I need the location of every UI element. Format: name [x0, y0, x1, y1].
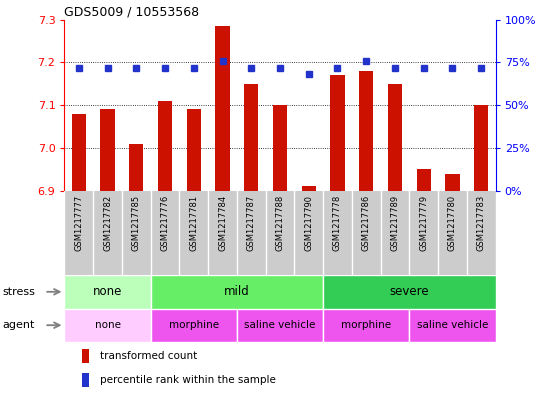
Text: GSM1217789: GSM1217789 — [390, 195, 399, 251]
Text: GSM1217781: GSM1217781 — [189, 195, 198, 251]
Text: percentile rank within the sample: percentile rank within the sample — [100, 375, 276, 385]
Text: GSM1217787: GSM1217787 — [247, 195, 256, 251]
Bar — [186, 109, 201, 191]
Text: transformed count: transformed count — [100, 351, 198, 361]
Text: GSM1217776: GSM1217776 — [161, 195, 170, 251]
Text: mild: mild — [224, 285, 250, 298]
Bar — [72, 114, 86, 191]
Text: GSM1217780: GSM1217780 — [448, 195, 457, 251]
Text: severe: severe — [390, 285, 429, 298]
Bar — [323, 275, 496, 309]
Text: GSM1217783: GSM1217783 — [477, 195, 486, 251]
Bar — [158, 101, 172, 191]
Text: saline vehicle: saline vehicle — [417, 320, 488, 330]
Bar — [417, 169, 431, 191]
Text: GSM1217790: GSM1217790 — [304, 195, 313, 251]
Text: GSM1217778: GSM1217778 — [333, 195, 342, 251]
Bar — [237, 309, 323, 342]
Bar — [330, 75, 345, 191]
Text: GSM1217788: GSM1217788 — [276, 195, 284, 251]
Bar — [82, 373, 90, 387]
Bar — [244, 84, 259, 191]
Text: none: none — [93, 285, 122, 298]
Bar — [82, 349, 90, 364]
Text: agent: agent — [3, 320, 35, 330]
Bar — [409, 309, 496, 342]
Text: morphine: morphine — [169, 320, 219, 330]
Bar — [129, 143, 143, 191]
Bar — [323, 309, 409, 342]
Bar — [474, 105, 488, 191]
Bar — [273, 105, 287, 191]
Text: saline vehicle: saline vehicle — [244, 320, 316, 330]
Bar — [151, 275, 323, 309]
Text: GSM1217786: GSM1217786 — [362, 195, 371, 251]
Bar — [100, 109, 115, 191]
Bar — [388, 84, 402, 191]
Text: GSM1217782: GSM1217782 — [103, 195, 112, 251]
Bar — [64, 309, 151, 342]
Text: morphine: morphine — [341, 320, 391, 330]
Text: GSM1217784: GSM1217784 — [218, 195, 227, 251]
Bar — [151, 309, 237, 342]
Text: GSM1217785: GSM1217785 — [132, 195, 141, 251]
Text: GSM1217777: GSM1217777 — [74, 195, 83, 251]
Text: none: none — [95, 320, 120, 330]
Bar — [302, 186, 316, 191]
Text: GSM1217779: GSM1217779 — [419, 195, 428, 251]
Bar — [215, 26, 230, 191]
Text: GDS5009 / 10553568: GDS5009 / 10553568 — [64, 6, 199, 18]
Text: stress: stress — [3, 287, 36, 297]
Bar — [359, 71, 374, 191]
Bar — [445, 173, 460, 191]
Bar — [64, 275, 151, 309]
